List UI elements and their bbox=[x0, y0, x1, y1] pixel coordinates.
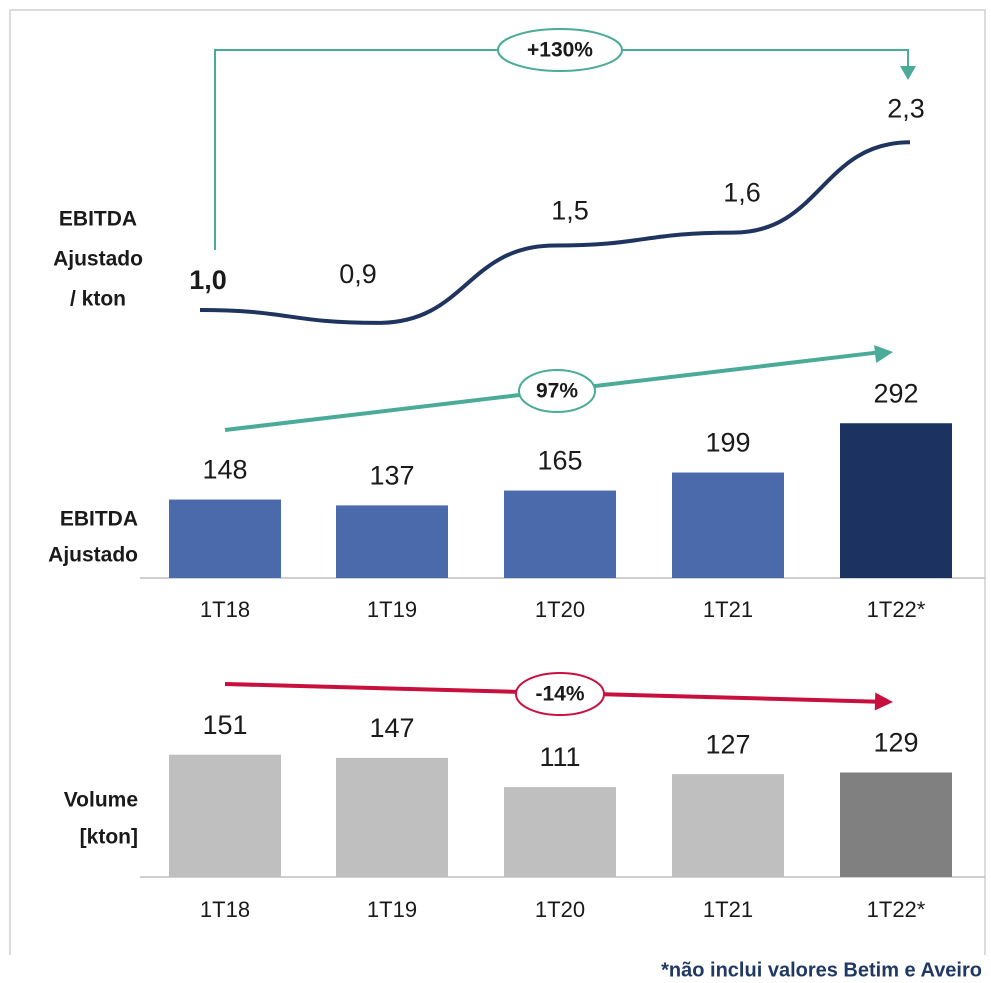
arrow-head bbox=[874, 692, 893, 711]
x-tick-label: 1T19 bbox=[367, 597, 417, 622]
annotation: 97% bbox=[536, 380, 578, 403]
value-label: 127 bbox=[705, 729, 750, 759]
y-axis-label: [kton] bbox=[80, 826, 138, 849]
bar bbox=[336, 757, 448, 877]
x-tick-label: 1T20 bbox=[535, 597, 585, 622]
arrow-head bbox=[900, 66, 916, 80]
bar bbox=[504, 490, 616, 578]
x-tick-label: 1T22* bbox=[867, 897, 926, 922]
value-label: 1,6 bbox=[723, 178, 761, 208]
bar bbox=[169, 754, 281, 877]
value-label: 165 bbox=[537, 446, 582, 476]
y-axis-label: Volume bbox=[64, 789, 138, 812]
x-tick-label: 1T22* bbox=[867, 597, 926, 622]
footnote: *não inclui valores Betim e Aveiro bbox=[661, 959, 982, 981]
x-tick-label: 1T18 bbox=[200, 597, 250, 622]
bar bbox=[504, 787, 616, 877]
x-tick-label: 1T19 bbox=[367, 897, 417, 922]
x-tick-label: 1T18 bbox=[200, 897, 250, 922]
y-axis-label: EBITDA bbox=[60, 508, 138, 531]
value-label: 147 bbox=[369, 713, 414, 743]
y-axis-label: / kton bbox=[70, 288, 126, 311]
annotation-oval bbox=[515, 672, 605, 716]
x-tick-label: 1T21 bbox=[703, 897, 753, 922]
value-label: 111 bbox=[539, 742, 580, 772]
value-label: 0,9 bbox=[339, 259, 377, 289]
x-tick-label: 1T21 bbox=[703, 597, 753, 622]
bar bbox=[336, 505, 448, 578]
value-label: 2,3 bbox=[887, 93, 925, 123]
annotation-oval bbox=[497, 28, 623, 72]
y-axis-label: Ajustado bbox=[53, 248, 143, 271]
y-axis-label: Ajustado bbox=[48, 544, 138, 567]
value-label: 292 bbox=[873, 378, 918, 408]
x-tick-label: 1T20 bbox=[535, 897, 585, 922]
bar bbox=[840, 423, 952, 578]
bar bbox=[672, 472, 784, 578]
bar bbox=[169, 499, 281, 578]
annotation-oval bbox=[518, 369, 596, 413]
frame bbox=[9, 9, 986, 955]
value-label: 199 bbox=[705, 428, 750, 458]
value-label: 151 bbox=[202, 710, 247, 740]
value-label: 1,0 bbox=[189, 265, 227, 295]
bar bbox=[840, 772, 952, 877]
value-label: 129 bbox=[873, 728, 918, 758]
value-label: 1,5 bbox=[551, 196, 589, 226]
arrow-head bbox=[874, 345, 893, 364]
bar bbox=[672, 774, 784, 877]
value-label: 148 bbox=[202, 455, 247, 485]
line bbox=[199, 140, 911, 325]
value-label: 137 bbox=[369, 461, 414, 491]
annotation: +130% bbox=[527, 39, 593, 62]
y-axis-label: EBITDA bbox=[59, 208, 137, 231]
annotation: -14% bbox=[535, 683, 584, 706]
